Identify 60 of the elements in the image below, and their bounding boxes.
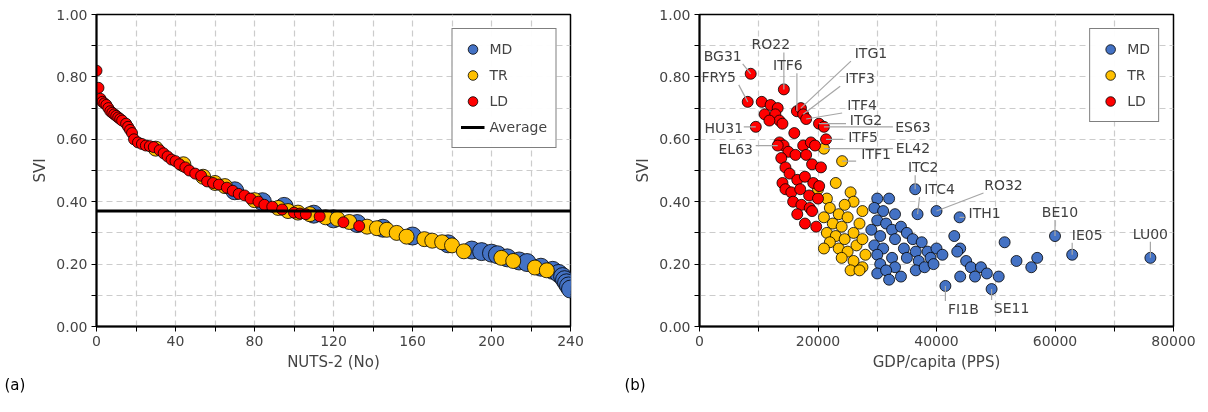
annotation: ITH1 xyxy=(968,205,1001,222)
annotation: HU31 xyxy=(704,119,744,136)
annotation: ES63 xyxy=(895,118,931,135)
x-tick-label: 240 xyxy=(557,332,584,349)
annotation: BG31 xyxy=(703,47,742,64)
y-tick-label: 0.20 xyxy=(56,256,88,273)
annotation: ITC2 xyxy=(907,159,939,176)
annotation: EL63 xyxy=(718,140,753,157)
annotation: ITG1 xyxy=(854,45,888,62)
legend-label: TR xyxy=(1127,67,1147,83)
y-tick-label: 0.40 xyxy=(56,193,88,210)
annotation: RO32 xyxy=(984,177,1023,194)
annotation: ITF5 xyxy=(848,129,878,146)
annotation: BE10 xyxy=(1041,204,1079,221)
annotation: LU00 xyxy=(1132,225,1168,242)
y-tick-label: 0.40 xyxy=(659,193,691,210)
y-tick-label: 1.00 xyxy=(659,6,691,23)
y-tick-label: 0.00 xyxy=(56,318,88,335)
y-tick-label: 0.80 xyxy=(659,68,691,85)
x-tick-label: 80000 xyxy=(1151,332,1196,349)
y-tick-label: 1.00 xyxy=(56,6,88,23)
x-tick-label: 60000 xyxy=(1032,332,1078,349)
x-tick-label: 20000 xyxy=(795,332,841,349)
annotation: IE05 xyxy=(1071,226,1103,243)
x-tick-label: 120 xyxy=(320,332,347,349)
y-axis-title: SVI xyxy=(634,158,653,183)
text: (a) xyxy=(4,375,26,394)
x-axis-title: NUTS-2 (No) xyxy=(287,352,380,371)
annotation: FRY5 xyxy=(701,68,736,85)
y-tick-label: 0.20 xyxy=(659,256,691,273)
annotation: RO22 xyxy=(751,36,791,53)
annotation: SE11 xyxy=(993,300,1030,317)
annotation: ITF3 xyxy=(845,70,876,87)
x-tick-label: 0 xyxy=(695,332,704,349)
legend-label: MD xyxy=(489,41,513,57)
legend-label: TR xyxy=(489,67,509,83)
y-tick-label: 0.60 xyxy=(56,131,88,148)
annotation: FI1B xyxy=(948,300,979,317)
annotation: ITF6 xyxy=(773,57,803,74)
x-axis-title: GDP/capita (PPS) xyxy=(872,352,1001,371)
annotation: ITF1 xyxy=(861,146,891,163)
x-tick-label: 160 xyxy=(399,332,426,349)
text: (b) xyxy=(624,375,646,394)
annotation: ITF4 xyxy=(847,97,878,114)
x-tick-label: 40 xyxy=(166,332,185,349)
x-tick-label: 200 xyxy=(478,332,505,349)
x-tick-label: 40000 xyxy=(914,332,959,349)
y-tick-label: 0.00 xyxy=(659,318,691,335)
legend-label: LD xyxy=(1127,93,1147,109)
annotation: ITC4 xyxy=(924,181,955,198)
annotation: ITG2 xyxy=(849,111,883,128)
x-tick-label: 0 xyxy=(92,332,101,349)
legend-label: MD xyxy=(1127,41,1150,57)
annotation: EL42 xyxy=(895,139,931,156)
x-tick-label: 80 xyxy=(245,332,264,349)
y-tick-label: 0.80 xyxy=(56,68,88,85)
y-axis-title: SVI xyxy=(31,158,50,183)
y-tick-label: 0.60 xyxy=(659,131,691,148)
legend-label: LD xyxy=(489,93,510,109)
legend-label: Average xyxy=(489,119,547,135)
